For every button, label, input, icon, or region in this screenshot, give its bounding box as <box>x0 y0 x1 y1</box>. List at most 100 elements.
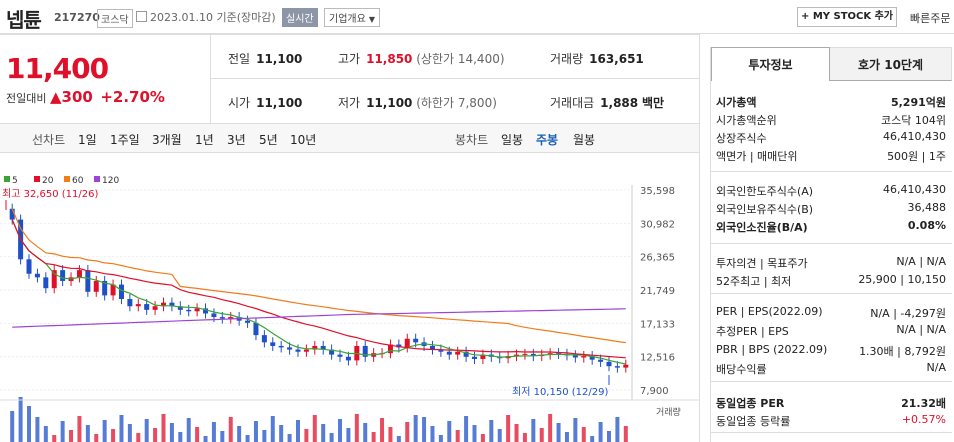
info-key: 외국인보유주식수(B) <box>716 203 814 216</box>
period-10y[interactable]: 10년 <box>290 133 317 147</box>
volume-bar <box>111 429 116 442</box>
volume-bar <box>153 428 158 442</box>
volume-bar <box>380 418 385 442</box>
volume-bar <box>178 432 183 442</box>
divider <box>699 34 700 442</box>
volume-bar <box>422 417 427 442</box>
volume-bar <box>447 421 452 442</box>
volume-bar <box>489 420 494 442</box>
compare-label: 전일대비 <box>6 92 47 105</box>
legend-swatch <box>94 176 100 182</box>
stock-code: 217270 <box>54 11 100 24</box>
candle-body <box>295 349 301 352</box>
market-badge: 코스닥 <box>97 9 133 28</box>
volume-bar <box>94 434 99 442</box>
tab-orderbook[interactable]: 호가 10단계 <box>830 47 952 81</box>
quick-order-link[interactable]: 빠른주문 <box>910 12 951 25</box>
price-chart[interactable]: 5 20 60 120 35,598 30,982 26,365 21,749 17,133 12… <box>0 170 699 442</box>
candle-body <box>396 344 402 348</box>
stat-value: 163,651 <box>589 52 644 66</box>
candle-body <box>312 345 318 350</box>
candle-monthly[interactable]: 월봉 <box>573 133 596 147</box>
volume-bar <box>102 420 107 442</box>
stat-value: 11,850 <box>366 52 413 66</box>
candle-body <box>320 345 326 350</box>
price-change: 전일대비 ▲300 +2.70% <box>6 88 165 106</box>
divider <box>0 34 699 35</box>
stat-value: 11,100 <box>256 96 303 110</box>
volume-bar <box>371 432 376 442</box>
y-tick-label: 30,982 <box>640 219 675 230</box>
volume-bar <box>615 417 620 442</box>
y-tick-label: 7,900 <box>640 386 669 397</box>
candle-body <box>177 306 183 310</box>
volume-bar <box>497 429 502 442</box>
period-1y[interactable]: 1년 <box>195 133 214 147</box>
ma5-line <box>11 219 626 365</box>
info-key: 외국인한도주식수(A) <box>716 185 814 198</box>
candle-body <box>572 355 578 358</box>
info-value: 25,900 | 10,150 <box>858 273 946 286</box>
info-value: +0.57% <box>901 413 946 426</box>
info-value: 0.08% <box>907 219 946 232</box>
volume-bar <box>548 414 553 442</box>
candle-body <box>219 317 225 319</box>
legend-label: 20 <box>42 176 54 186</box>
volume-bar <box>564 432 569 442</box>
period-1d[interactable]: 1일 <box>78 133 97 147</box>
candle-body <box>161 302 166 307</box>
candle-daily[interactable]: 일봉 <box>501 133 524 147</box>
volume-bar <box>287 434 292 442</box>
candle-body <box>228 317 234 319</box>
realtime-button[interactable]: 실시간 <box>282 8 318 27</box>
info-key: 시가총액 <box>716 96 757 109</box>
volume-bar <box>573 418 578 442</box>
candle-body <box>261 335 267 343</box>
volume-bar <box>405 422 410 442</box>
volume-bar <box>413 415 418 442</box>
period-1w[interactable]: 1주일 <box>110 133 140 147</box>
info-divider <box>711 243 952 244</box>
info-value: N/A | -4,297원 <box>870 307 946 320</box>
candle-weekly[interactable]: 주봉 <box>536 133 559 147</box>
volume-bar <box>52 435 57 442</box>
volume-bar <box>60 421 65 442</box>
period-5y[interactable]: 5년 <box>259 133 278 147</box>
stat-label: 시가 <box>228 96 251 110</box>
candle-body <box>43 277 49 289</box>
high-annotation: 최고 32,650 (11/26) <box>2 188 98 200</box>
volume-bar <box>312 415 317 442</box>
candle-body <box>514 354 520 357</box>
volume-bar <box>304 429 309 442</box>
candle-body <box>26 259 32 274</box>
volume-bar <box>136 433 141 442</box>
candle-body <box>581 356 587 358</box>
stock-name: 넵튠 <box>6 8 42 32</box>
tab-investment-info[interactable]: 투자정보 <box>711 47 830 81</box>
candle-body <box>110 284 116 296</box>
info-value: 5,291억원 <box>890 96 946 109</box>
stat-value: 1,888 <box>600 96 639 110</box>
candle-chart-label: 봉차트 <box>455 133 489 147</box>
stat-label: 거래량 <box>550 52 584 66</box>
investment-info-panel: 투자정보 호가 10단계 시가총액 5,291억원 시가총액순위 코스닥 104위 상장… <box>710 47 952 442</box>
volume-bar <box>329 433 334 442</box>
divider <box>210 78 699 79</box>
period-bar: 선차트 1일 1주일 3개월 1년 3년 5년 10년 봉차트 일봉 주봉 월봉 <box>0 123 699 153</box>
corp-info-dropdown[interactable]: 기업개요 ▼ <box>324 8 380 27</box>
candle-body <box>472 356 477 359</box>
period-3m[interactable]: 3개월 <box>152 133 182 147</box>
my-stock-add-button[interactable]: + MY STOCK 추가 <box>797 7 897 27</box>
chevron-down-icon: ▼ <box>368 15 375 24</box>
candle-body <box>127 299 133 307</box>
volume-bar <box>85 425 90 442</box>
candle-body <box>623 364 629 368</box>
period-3y[interactable]: 3년 <box>227 133 246 147</box>
volume-bar <box>480 434 485 442</box>
candle-body <box>135 304 141 307</box>
volume-bar <box>253 421 258 442</box>
candle-body <box>413 338 419 343</box>
volume-bar <box>455 430 460 442</box>
volume-bar <box>43 426 48 442</box>
info-key: 투자의견 | 목표주가 <box>716 257 808 270</box>
